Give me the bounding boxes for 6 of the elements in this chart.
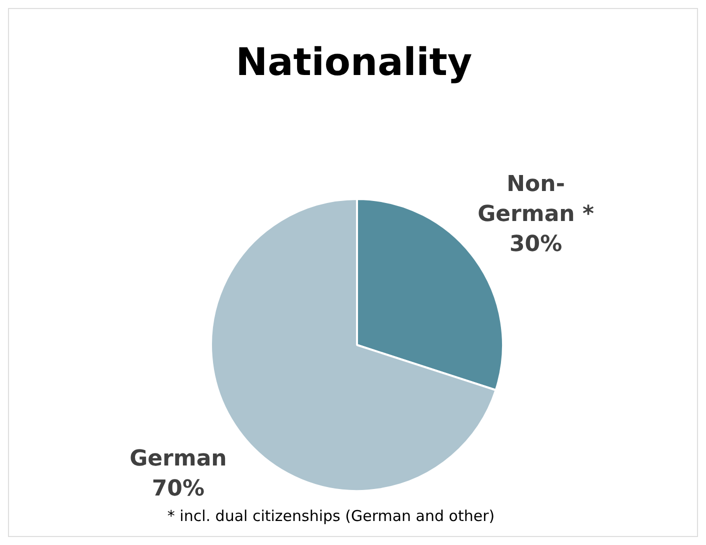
data-label: 30%: [509, 232, 562, 257]
data-label: 70%: [152, 476, 205, 502]
chart-title: Nationality: [236, 40, 472, 84]
text: * incl. dual citizenships (German and other): [167, 506, 495, 525]
slice-label: German: [130, 446, 227, 472]
slice-label: Non-German *: [478, 172, 594, 227]
